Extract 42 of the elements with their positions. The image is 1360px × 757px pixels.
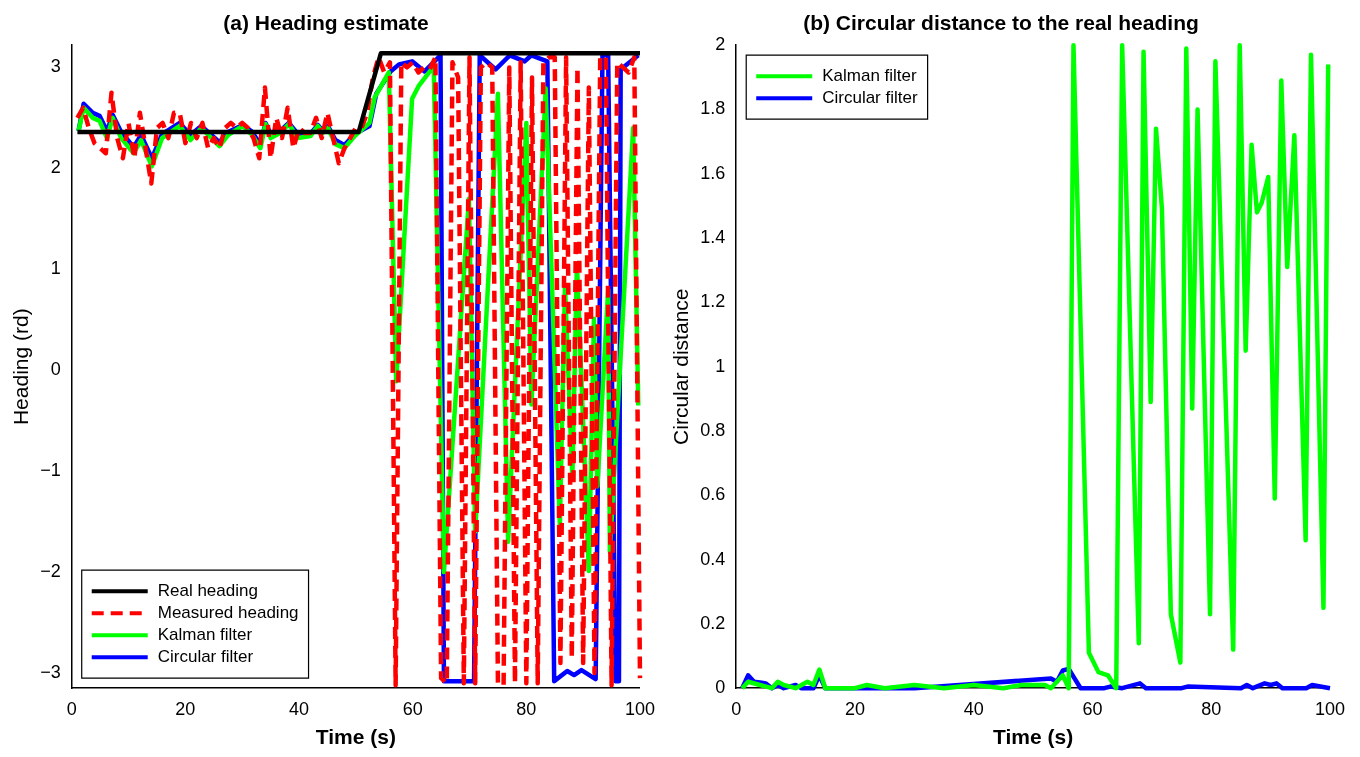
y-tick-label: 0.8: [700, 419, 726, 440]
y-axis-title: Heading (rd): [9, 308, 33, 426]
y-tick-label: 1.8: [700, 98, 726, 119]
x-tick-label: 0: [731, 698, 742, 719]
x-tick-label: 20: [844, 698, 865, 719]
x-axis-title: Time (s): [315, 725, 396, 749]
y-tick-label: −1: [40, 460, 61, 481]
chart-title: (b) Circular distance to the real heading: [803, 11, 1199, 35]
x-axis-title: Time (s): [993, 725, 1074, 749]
x-tick-label: 40: [963, 698, 984, 719]
legend-label: Kalman filter: [822, 65, 918, 85]
y-tick-label: 1.2: [700, 291, 726, 312]
y-tick-label: −2: [40, 561, 61, 582]
y-tick-label: 0.6: [700, 484, 726, 505]
y-tick-label: 0.4: [700, 548, 726, 569]
y-tick-label: 3: [50, 56, 61, 77]
x-tick-label: 80: [1201, 698, 1222, 719]
y-tick-label: 0: [50, 359, 61, 380]
y-tick-label: 0.2: [700, 612, 726, 633]
legend-label: Circular filter: [157, 646, 254, 666]
y-axis-title: Circular distance: [669, 288, 693, 445]
legend-label: Circular filter: [822, 87, 918, 107]
x-tick-label: 100: [1314, 698, 1346, 719]
y-tick-label: 1: [715, 355, 726, 376]
legend-label: Kalman filter: [157, 624, 253, 644]
x-tick-label: 60: [402, 698, 423, 719]
x-tick-label: 40: [289, 698, 310, 719]
legend-label: Measured heading: [157, 602, 299, 622]
y-tick-label: 0: [715, 677, 726, 698]
chart-title: (a) Heading estimate: [223, 11, 429, 35]
y-tick-label: −3: [40, 662, 61, 683]
y-tick-label: 2: [715, 34, 726, 55]
legend-label: Real heading: [157, 580, 258, 600]
y-tick-label: 1.6: [700, 162, 726, 183]
x-tick-label: 0: [66, 698, 77, 719]
x-tick-label: 60: [1082, 698, 1103, 719]
x-tick-label: 100: [624, 698, 656, 719]
y-tick-label: 1: [50, 258, 61, 279]
x-tick-label: 20: [175, 698, 196, 719]
y-tick-label: 2: [50, 157, 61, 178]
x-tick-label: 80: [516, 698, 537, 719]
y-tick-label: 1.4: [700, 227, 726, 248]
